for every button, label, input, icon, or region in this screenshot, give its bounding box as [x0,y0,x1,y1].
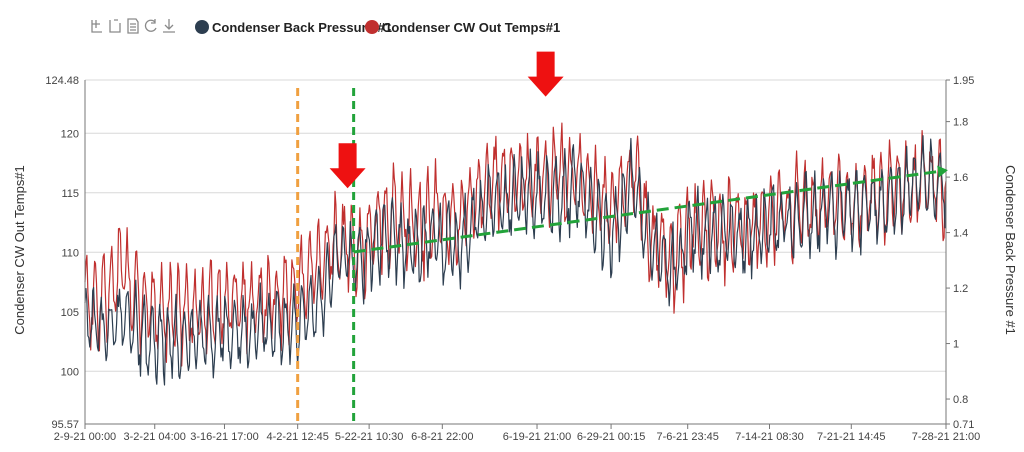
y-left-tick-label: 100 [61,366,79,378]
y-right-tick-label: 1.6 [953,172,968,184]
x-tick-label: 7-21-21 14:45 [817,431,886,443]
y-left-tick-label: 95.57 [51,419,79,431]
y-right-tick-label: 1.8 [953,117,968,129]
axes: 124.48 120 115 110 105 100 95.57 1.95 1.8 1.6 1.4 1… [45,75,980,443]
y-right-axis-title: Condenser Back Pressure #1 [1003,165,1018,335]
y-left-tick-label: 115 [61,188,79,200]
x-tick-label: 7-6-21 23:45 [657,431,719,443]
x-tick-label: 3-16-21 17:00 [190,431,259,443]
legend-label-cw-out-temps: Condenser CW Out Temps#1 [382,20,560,35]
red-down-arrow-shape [329,143,366,189]
red-down-arrow-shape [527,51,564,97]
legend-item-cw-out-temps[interactable]: Condenser CW Out Temps#1 [365,20,560,35]
y-right-tick-label: 1.4 [953,228,968,240]
chart-toolbar [91,18,175,34]
x-tick-label: 7-14-21 08:30 [735,431,804,443]
x-tick-label: 6-8-21 22:00 [411,431,473,443]
series-line-back-pressure [84,135,947,386]
zoom-reset-icon[interactable] [109,19,121,33]
y-right-tick-label: 1 [953,339,959,351]
trend-arrow-head [937,165,948,178]
x-tick-label: 6-29-21 00:15 [577,431,646,443]
x-tick-label: 2-9-21 00:00 [54,431,116,443]
download-icon[interactable] [163,19,175,33]
y-right-tick-label: 0.71 [953,419,974,431]
y-left-tick-label: 124.48 [45,75,79,87]
data-view-icon[interactable] [127,18,139,34]
x-tick-label: 6-19-21 21:00 [503,431,572,443]
y-right-tick-label: 0.8 [953,394,968,406]
legend-label-back-pressure: Condenser Back Pressure #1 [212,20,392,35]
y-left-tick-label: 110 [61,247,79,259]
red-down-arrow-icon [527,51,564,97]
series-layer [84,122,947,386]
x-tick-label: 3-2-21 04:00 [124,431,186,443]
y-right-tick-label: 1.95 [953,75,974,87]
y-left-tick-label: 105 [61,307,79,319]
x-tick-label: 4-2-21 12:45 [266,431,328,443]
y-left-tick-label: 120 [61,128,79,140]
legend[interactable]: Condenser Back Pressure #1 Condenser CW … [195,20,560,35]
x-tick-label: 7-28-21 21:00 [912,431,981,443]
y-left-axis-title: Condenser CW Out Temps#1 [12,165,27,335]
annotations [296,51,948,424]
series-line-cw-out-temps [84,122,947,367]
trend-arrow-line [353,170,939,254]
x-tick-label: 5-22-21 10:30 [335,431,404,443]
legend-marker-cw-out-temps [365,20,379,34]
zoom-in-icon[interactable] [91,20,102,33]
y-right-tick-label: 1.2 [953,283,968,295]
legend-marker-back-pressure [195,20,209,34]
legend-item-back-pressure[interactable]: Condenser Back Pressure #1 [195,20,392,35]
restore-icon[interactable] [144,19,157,32]
red-down-arrow-icon [329,143,366,189]
